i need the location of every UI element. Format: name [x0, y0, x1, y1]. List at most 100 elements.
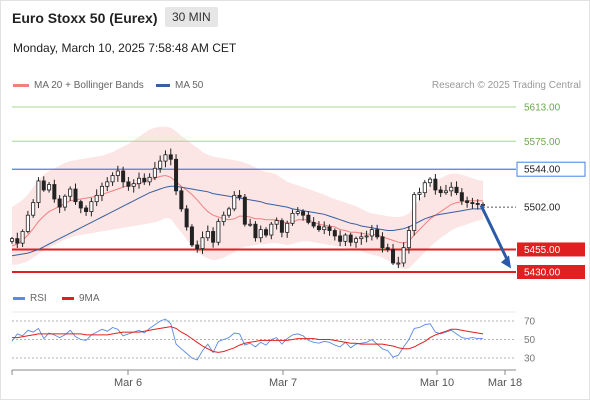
- candle-body: [253, 223, 258, 239]
- candle-body: [401, 247, 406, 264]
- legend-rsi-ma: 9MA: [62, 293, 100, 304]
- level-label: 5575.00: [524, 137, 561, 148]
- candle-body: [406, 230, 411, 249]
- candle-body: [200, 237, 205, 249]
- forecast-arrow-head: [501, 255, 511, 269]
- candle-body: [380, 236, 385, 249]
- candle-body: [126, 181, 131, 187]
- time-tick-label: Mar 18: [488, 377, 522, 389]
- candle-body: [147, 176, 152, 183]
- rsi-tick-label: 50: [524, 335, 536, 346]
- candle-body: [232, 194, 237, 210]
- candle-body: [391, 249, 396, 264]
- candle-body: [195, 244, 200, 249]
- candle-body: [163, 154, 168, 162]
- rsi-ma-line: [12, 326, 484, 353]
- candle-body: [110, 175, 115, 183]
- candle-body: [327, 226, 332, 231]
- candle-body: [433, 178, 438, 191]
- candle-body: [15, 238, 20, 244]
- ma50-line: [11, 185, 483, 257]
- level-labels: 5613.00 5575.00 5544.00 5502.00 5455.00 5430.…: [516, 103, 586, 279]
- level-label-box: [517, 242, 585, 257]
- candle-body: [131, 183, 136, 187]
- candle-body: [73, 188, 78, 203]
- candle-body: [115, 170, 120, 176]
- candle-body: [396, 262, 401, 265]
- candle-body: [338, 235, 343, 242]
- candle-body: [158, 160, 163, 169]
- level-label: 5455.00: [524, 245, 561, 256]
- candle-body: [449, 186, 454, 192]
- candle-body: [290, 212, 295, 224]
- time-axis: Mar 6 Mar 7 Mar 10 Mar 18: [11, 369, 522, 389]
- candle-body: [189, 226, 194, 246]
- candle-body: [152, 167, 157, 178]
- legend-ma50: MA 50: [156, 80, 203, 91]
- candle-body: [316, 225, 321, 231]
- candle-body: [332, 230, 337, 237]
- candle-body: [9, 238, 14, 242]
- candle-body: [343, 234, 348, 242]
- candle-body: [78, 201, 83, 209]
- candle-body: [353, 238, 358, 243]
- forecast-arrow-shaft: [479, 204, 510, 263]
- candle-body: [364, 235, 369, 238]
- candle-body: [475, 203, 480, 205]
- candle-body: [184, 208, 189, 228]
- timestamp: Monday, March 10, 2025 7:58:48 AM CET: [13, 41, 237, 55]
- rsi-panel: 70 50 30: [11, 311, 536, 365]
- level-label-box: [517, 265, 585, 279]
- candle-body: [31, 202, 36, 216]
- page-title: Euro Stoxx 50 (Eurex): [12, 10, 158, 26]
- candle-body: [41, 180, 46, 191]
- ma50-swatch: [156, 84, 170, 87]
- candle-body: [84, 207, 89, 212]
- candle-body: [94, 194, 99, 203]
- candle-body: [25, 214, 30, 232]
- rsi-line: [11, 318, 483, 361]
- candle-body: [443, 190, 448, 194]
- time-tick-label: Mar 7: [269, 377, 297, 389]
- legend-rsi-label: RSI: [30, 293, 47, 304]
- candle-body: [438, 189, 443, 194]
- candle-body: [470, 202, 475, 204]
- candle-body: [121, 170, 126, 183]
- rsi-swatch: [13, 297, 25, 300]
- candle-body: [62, 195, 67, 208]
- candle-body: [311, 222, 316, 227]
- rsi-tick-label: 30: [524, 354, 536, 365]
- candle-body: [454, 186, 459, 194]
- candle-body: [465, 200, 470, 203]
- legend-rsi: RSI: [13, 293, 47, 304]
- candle-body: [142, 177, 147, 183]
- moving-averages: [11, 174, 483, 257]
- candle-body: [216, 221, 221, 243]
- candle-body: [322, 226, 327, 231]
- candle-body: [137, 177, 142, 185]
- candle-body: [221, 214, 226, 222]
- candle-body: [57, 198, 62, 208]
- interval-badge[interactable]: 30 MIN: [165, 7, 218, 27]
- level-label-box: [517, 200, 585, 215]
- candle-body: [99, 185, 104, 196]
- price-levels: [12, 106, 516, 273]
- legend-ma20-label: MA 20 + Bollinger Bands: [34, 80, 144, 91]
- level-label: 5613.00: [524, 103, 561, 114]
- time-tick-label: Mar 6: [114, 377, 142, 389]
- candle-body: [459, 192, 464, 202]
- legend-rsi-ma-label: 9MA: [79, 293, 100, 304]
- level-label: 5502.00: [524, 203, 561, 214]
- candle-body: [226, 208, 231, 216]
- candle-body: [168, 154, 173, 160]
- level-label-box: [516, 161, 586, 177]
- candle-body: [428, 178, 433, 184]
- credit-text: Research © 2025 Trading Central: [431, 80, 581, 91]
- legend-ma20: MA 20 + Bollinger Bands: [13, 80, 144, 91]
- candle-body: [274, 220, 279, 225]
- ma20-line: [11, 174, 483, 247]
- level-label: 5430.00: [524, 268, 561, 279]
- level-label: 5544.00: [524, 165, 561, 176]
- candle-body: [174, 158, 179, 192]
